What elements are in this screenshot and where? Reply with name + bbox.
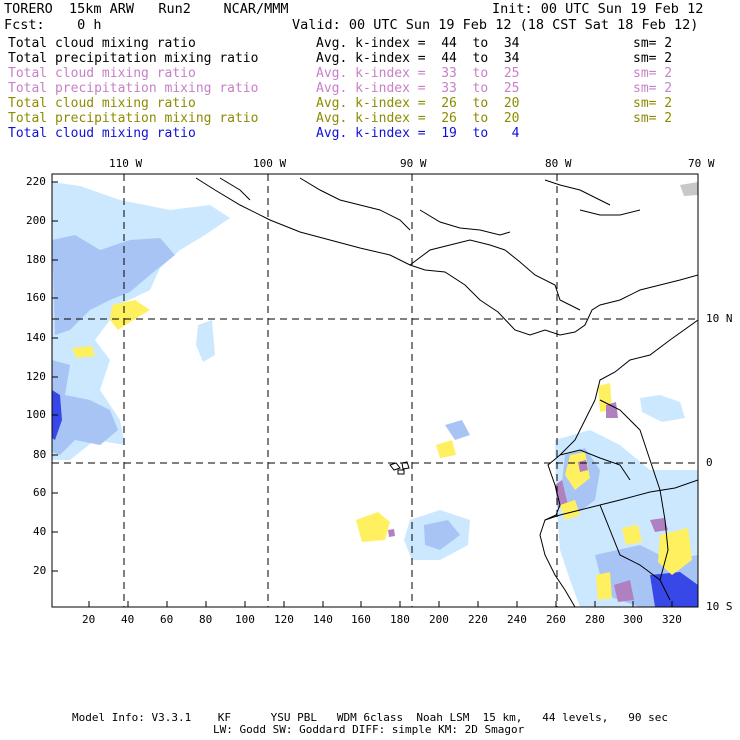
valid-time: Valid: 00 UTC Sun 19 Feb 12 (18 CST Sat … [292,17,699,33]
axis-ticks [52,181,673,607]
plot-frame [51,173,699,608]
y-tick-label: 220 [26,175,46,188]
x-tick-label: 160 [351,613,371,626]
legend-field: Total cloud mixing ratio [8,96,196,111]
lon-label: 80 W [545,157,572,170]
y-tick-label: 160 [26,291,46,304]
x-tick-label: 100 [235,613,255,626]
legend-field: Total cloud mixing ratio [8,66,196,81]
legend-sm: sm= 2 [633,36,673,51]
legend-field: Total cloud mixing ratio [8,126,196,141]
x-tick-label: 120 [274,613,294,626]
lat-label: 0 [706,456,713,469]
forecast-hour: Fcst: 0 h [4,17,102,33]
lat-label: 10 S [706,600,733,613]
x-tick-label: 240 [507,613,527,626]
x-tick-label: 80 [199,613,213,626]
x-tick-label: 320 [662,613,682,626]
lon-label: 70 W [688,157,715,170]
legend-kindex: Avg. k-index = 33 to 25 [316,66,520,81]
y-tick-label: 60 [33,486,47,499]
x-tick-label: 260 [546,613,566,626]
y-tick-label: 200 [26,214,46,227]
coastline-layer [195,177,698,607]
x-tick-label: 20 [82,613,96,626]
legend-kindex: Avg. k-index = 33 to 25 [316,81,520,96]
x-tick-label: 140 [313,613,333,626]
x-tick-label: 220 [468,613,488,626]
legend-field: Total precipitation mixing ratio [8,51,259,66]
y-tick-label: 80 [33,448,47,461]
init-time: Init: 00 UTC Sun 19 Feb 12 [492,1,704,17]
y-tick-label: 40 [33,525,47,538]
legend-field: Total precipitation mixing ratio [8,111,259,126]
x-tick-label: 60 [160,613,174,626]
y-tick-label: 140 [26,331,46,344]
legend-kindex: Avg. k-index = 44 to 34 [316,51,520,66]
lat-lon-grid [52,174,698,607]
legend-sm: sm= 2 [633,51,673,66]
y-tick-label: 120 [26,370,46,383]
legend-kindex: Avg. k-index = 19 to 4 [316,126,520,141]
legend-field: Total precipitation mixing ratio [8,81,259,96]
x-tick-label: 200 [429,613,449,626]
y-tick-label: 100 [26,408,46,421]
cloud-field-layer [52,182,698,607]
model-title: TORERO 15km ARW Run2 NCAR/MMM [4,1,289,17]
physics-info: LW: Godd SW: Goddard DIFF: simple KM: 2D… [213,723,525,736]
lon-label: 90 W [400,157,427,170]
legend-kindex: Avg. k-index = 26 to 20 [316,96,520,111]
y-tick-label: 180 [26,253,46,266]
lon-label: 100 W [253,157,287,170]
model-info: Model Info: V3.3.1 KF YSU PBL WDM 6class… [72,711,669,724]
x-tick-label: 280 [585,613,605,626]
legend-field: Total cloud mixing ratio [8,36,196,51]
legend-sm: sm= 2 [633,111,673,126]
y-tick-label: 20 [33,564,47,577]
x-tick-label: 180 [390,613,410,626]
x-tick-label: 40 [121,613,135,626]
legend-sm: sm= 2 [633,81,673,96]
legend-sm: sm= 2 [633,96,673,111]
legend-kindex: Avg. k-index = 44 to 34 [316,36,520,51]
legend-kindex: Avg. k-index = 26 to 20 [316,111,520,126]
legend-sm: sm= 2 [633,66,673,81]
lat-label: 10 N [706,312,733,325]
lon-label: 110 W [109,157,143,170]
x-tick-label: 300 [623,613,643,626]
